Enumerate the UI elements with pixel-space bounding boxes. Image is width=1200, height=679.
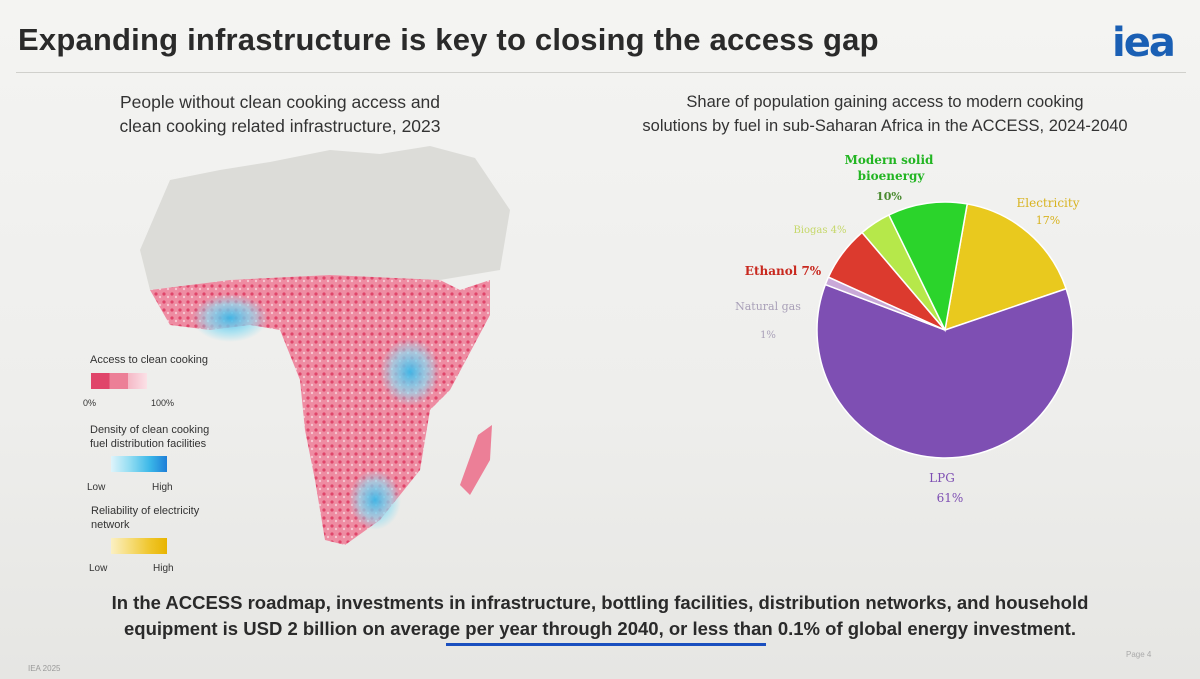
label-ethanol: Ethanol 7% [745,264,822,278]
pie-slices [816,201,1074,459]
legend-density-swatch [111,456,167,472]
label-modern-solid-2: bioenergy [858,169,926,183]
footer-page: Page 4 [1126,650,1152,659]
pie-title-line2: solutions by fuel in sub-Saharan Africa … [642,117,1128,135]
legend-density-title1: Density of clean cooking [90,424,210,436]
pie-title-line1: Share of population gaining access to mo… [686,93,1084,111]
density-west-africa [192,294,268,342]
legend-density-title2: fuel distribution facilities [90,438,207,450]
map-title-line2: clean cooking related infrastructure, 20… [119,116,441,136]
callout-line1: In the ACCESS roadmap, investments in in… [111,592,1089,613]
footer-source: IEA 2025 [28,664,61,673]
map-title-line1: People without clean cooking access and [119,92,441,112]
legend-access-high: 100% [151,398,175,408]
label-modern-solid-1: Modern solid [845,153,934,167]
callout-line2: equipment is USD 2 billion on average pe… [124,618,1076,639]
legend-access-swatch [91,373,147,389]
africa-map [140,146,510,545]
label-biogas: Biogas 4% [793,225,846,236]
pie-chart: Modern solid bioenergy 10% Electricity 1… [735,153,1080,505]
north-africa-land [140,146,510,290]
legend-reliability-title2: network [91,519,130,531]
label-natural-gas: Natural gas [735,300,801,313]
label-modern-solid-pct: 10% [876,190,902,203]
label-natural-gas-pct: 1% [760,330,776,341]
pie-slice-modern-solid-bioenergy [887,201,969,333]
label-electricity: Electricity [1017,196,1080,210]
legend-reliability-swatch [111,538,167,554]
legend-access-low: 0% [83,398,97,408]
legend-reliability-low: Low [89,563,108,574]
pie-title: Share of population gaining access to mo… [590,90,1180,138]
density-southern-africa [349,470,401,530]
density-east-africa [380,338,440,406]
legend-density-low: Low [87,482,106,493]
label-lpg: LPG [929,471,955,485]
legend-access-title: Access to clean cooking [90,354,209,366]
label-lpg-pct: 61% [937,491,964,505]
label-electricity-pct: 17% [1036,214,1060,227]
slide-title: Expanding infrastructure is key to closi… [18,22,879,57]
madagascar [460,425,492,495]
map-title: People without clean cooking access and … [70,90,490,138]
legend-reliability-title1: Reliability of electricity [91,505,200,517]
legend-reliability-high: High [153,563,174,574]
iea-logo: iea [1112,20,1176,66]
pie-slice-lpg [816,283,1074,459]
callout-underline [446,643,766,646]
callout-text: In the ACCESS roadmap, investments in in… [30,590,1170,642]
title-divider [16,72,1186,73]
legend-density-high: High [152,482,173,493]
